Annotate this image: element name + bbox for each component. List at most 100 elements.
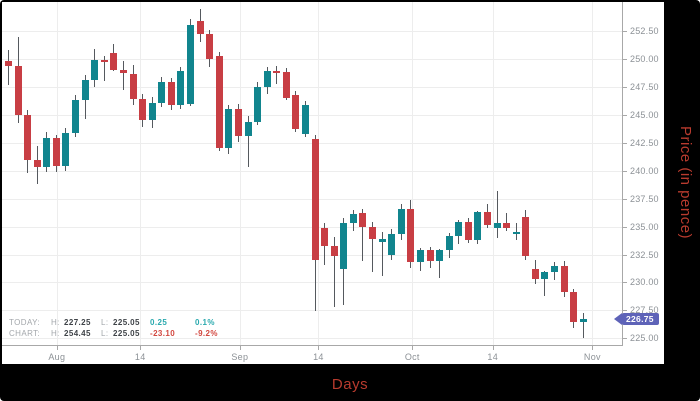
ohlc-legend: TODAY: H: 227.25 L: 225.05 0.25 0.1% CHA… — [9, 318, 235, 338]
candle[interactable] — [225, 109, 232, 149]
y-tick-mark — [622, 142, 627, 144]
y-gridline — [2, 114, 622, 116]
candle-wick — [497, 190, 498, 238]
candle[interactable] — [149, 102, 156, 121]
x-tick-mark — [239, 345, 241, 350]
candle[interactable] — [321, 227, 328, 246]
y-gridline — [2, 338, 622, 340]
y-tick-mark — [622, 198, 627, 200]
legend-today-label: TODAY: — [9, 318, 41, 327]
legend-chart-low-key: L: — [101, 329, 109, 338]
candle[interactable] — [72, 100, 79, 133]
candle-wick — [362, 208, 363, 262]
candle[interactable] — [53, 138, 60, 167]
candle[interactable] — [407, 208, 414, 263]
y-tick-label: 230.00 — [630, 277, 659, 288]
candle[interactable] — [292, 94, 299, 130]
candle[interactable] — [561, 265, 568, 293]
candle-wick — [506, 213, 507, 232]
candle[interactable] — [91, 60, 98, 81]
candle[interactable] — [216, 55, 223, 149]
candle-wick — [276, 65, 277, 84]
y-tick-label: 250.00 — [630, 53, 659, 64]
legend-chart-high-value: 254.45 — [64, 329, 91, 338]
y-tick-mark — [622, 310, 627, 312]
candle[interactable] — [235, 109, 242, 137]
candle[interactable] — [139, 99, 146, 121]
candle[interactable] — [398, 208, 405, 235]
y-gridline — [2, 282, 622, 284]
candle[interactable] — [130, 73, 137, 100]
candle[interactable] — [177, 71, 184, 105]
candle[interactable] — [340, 223, 347, 269]
candle[interactable] — [484, 212, 491, 226]
candle[interactable] — [541, 272, 548, 280]
candle[interactable] — [101, 60, 108, 63]
candle[interactable] — [254, 86, 261, 122]
last-price-badge: 226.75 — [614, 312, 659, 325]
legend-today-high-key: H: — [51, 318, 60, 327]
candle[interactable] — [273, 71, 280, 74]
candle[interactable] — [350, 214, 357, 224]
candle[interactable] — [206, 34, 213, 59]
candle[interactable] — [120, 70, 127, 74]
candle[interactable] — [580, 318, 587, 322]
y-gridline — [2, 86, 622, 88]
candle[interactable] — [187, 25, 194, 104]
candle[interactable] — [82, 80, 89, 101]
candle[interactable] — [5, 60, 12, 66]
legend-today-change-pct: 0.1% — [195, 318, 215, 327]
candle[interactable] — [474, 212, 481, 240]
candle[interactable] — [513, 232, 520, 235]
candle[interactable] — [369, 226, 376, 239]
candle[interactable] — [158, 82, 165, 103]
candle[interactable] — [379, 238, 386, 243]
y-tick-label: 242.50 — [630, 137, 659, 148]
y-tick-label: 252.50 — [630, 26, 659, 37]
candle[interactable] — [388, 234, 395, 255]
candle[interactable] — [62, 132, 69, 167]
candle[interactable] — [283, 72, 290, 99]
candle[interactable] — [245, 121, 252, 137]
candle-wick — [439, 248, 440, 278]
candle[interactable] — [417, 250, 424, 263]
y-tick-label: 232.50 — [630, 249, 659, 260]
candle[interactable] — [532, 269, 539, 280]
x-tick-mark — [140, 345, 142, 350]
candle[interactable] — [302, 104, 309, 134]
candle[interactable] — [197, 20, 204, 35]
legend-chart-high-key: H: — [51, 329, 60, 338]
candle[interactable] — [15, 65, 22, 115]
candle[interactable] — [359, 213, 366, 227]
candle[interactable] — [110, 53, 117, 71]
candle[interactable] — [494, 223, 501, 228]
candle[interactable] — [522, 216, 529, 256]
x-gridline — [592, 2, 594, 345]
candle[interactable] — [24, 114, 31, 160]
candle[interactable] — [427, 250, 434, 262]
candle[interactable] — [465, 222, 472, 240]
candle[interactable] — [43, 138, 50, 168]
candle[interactable] — [503, 223, 510, 228]
candle-wick — [516, 223, 517, 240]
candle[interactable] — [551, 265, 558, 273]
x-tick-label: Sep — [231, 352, 249, 362]
chart-canvas: 225.00 227.50 230.00 232.50 235.00 237.50 240.… — [2, 2, 664, 364]
candle[interactable] — [455, 222, 462, 236]
y-gridline — [2, 58, 622, 60]
x-tick-label: Nov — [583, 352, 601, 362]
y-tick-label: 247.50 — [630, 81, 659, 92]
candle[interactable] — [264, 71, 271, 87]
y-tick-label: 227.50 — [630, 305, 659, 316]
candle[interactable] — [446, 235, 453, 251]
candle-wick — [123, 61, 124, 91]
candlestick-plot[interactable]: 225.00 227.50 230.00 232.50 235.00 237.50 240.… — [2, 2, 659, 364]
candle[interactable] — [34, 159, 41, 168]
candle[interactable] — [168, 82, 175, 105]
x-axis-title: Days — [331, 376, 369, 393]
candle[interactable] — [312, 139, 319, 261]
candle[interactable] — [331, 245, 338, 256]
candle[interactable] — [436, 250, 443, 262]
candle[interactable] — [570, 292, 577, 322]
x-gridline — [492, 2, 494, 345]
